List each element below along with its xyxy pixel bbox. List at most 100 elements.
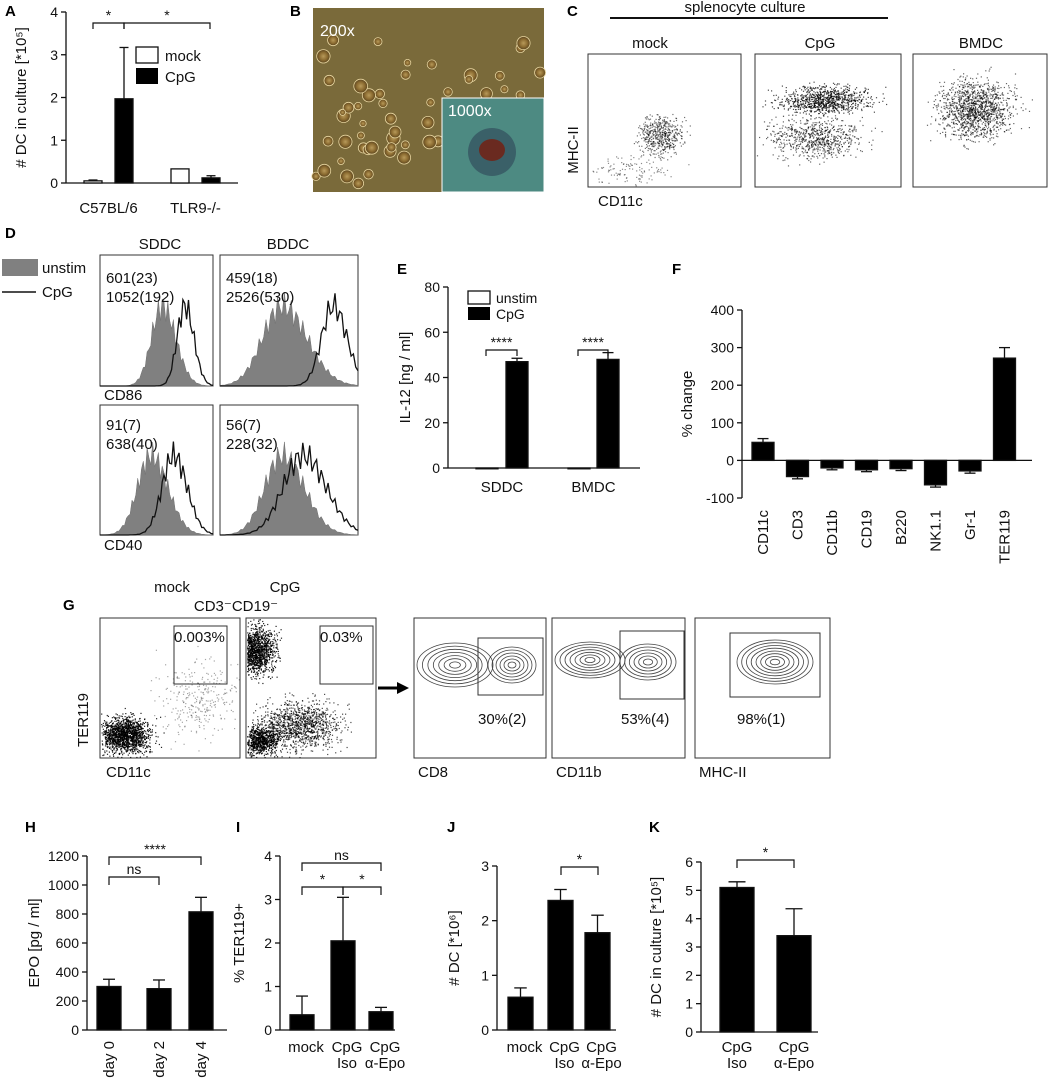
event-dot — [136, 741, 138, 743]
event-dot — [944, 128, 946, 130]
event-dot — [796, 144, 798, 146]
event-dot — [613, 174, 615, 176]
event-dot — [126, 728, 128, 730]
event-dot — [790, 135, 792, 137]
event-dot — [1020, 96, 1022, 98]
event-dot — [126, 741, 128, 743]
event-dot — [116, 717, 118, 719]
event-dot — [944, 133, 947, 136]
event-dot — [137, 732, 139, 734]
event-dot — [963, 94, 965, 96]
event-dot — [784, 145, 786, 147]
event-dot — [967, 97, 969, 99]
event-dot — [656, 167, 658, 169]
event-dot — [968, 116, 970, 118]
event-dot — [629, 168, 631, 170]
event-dot — [660, 128, 662, 130]
event-dot — [857, 96, 859, 98]
event-dot — [675, 131, 677, 133]
event-dot — [987, 124, 989, 126]
event-dot — [149, 752, 151, 754]
event-dot — [981, 133, 983, 135]
event-dot — [667, 134, 669, 136]
event-dot — [954, 130, 956, 132]
event-dot — [992, 108, 994, 110]
event-dot — [114, 724, 116, 726]
histogram-unstim — [219, 441, 359, 536]
event-dot — [650, 125, 652, 127]
event-dot — [826, 91, 828, 93]
event-dot — [814, 100, 817, 102]
event-dot — [847, 83, 849, 85]
event-dot — [647, 133, 649, 135]
event-dot — [638, 145, 640, 147]
event-dot — [124, 734, 126, 736]
event-dot — [663, 134, 665, 136]
event-dot — [820, 117, 822, 119]
event-dot — [140, 728, 142, 730]
event-dot — [655, 138, 657, 140]
event-dot — [659, 117, 661, 119]
event-dot — [826, 93, 828, 95]
event-dot — [655, 134, 658, 136]
event-dot — [849, 131, 851, 133]
event-dot — [134, 734, 136, 736]
event-dot — [980, 96, 982, 98]
event-dot — [958, 134, 960, 136]
event-dot — [136, 747, 138, 749]
event-dot — [812, 122, 814, 124]
event-dot — [999, 94, 1001, 96]
event-dot — [133, 747, 136, 749]
event-dot — [972, 78, 974, 80]
event-dot — [139, 730, 141, 732]
event-dot — [980, 129, 982, 131]
event-dot — [787, 165, 790, 167]
event-dot — [850, 97, 852, 99]
panel-d: unstim CpG SDDC BDDC 601(23) 1052(192) 4… — [2, 236, 359, 554]
event-dot — [136, 721, 138, 723]
event-dot — [840, 132, 842, 134]
event-dot — [112, 741, 114, 743]
event-dot — [849, 145, 851, 147]
panel-letter-k: K — [649, 819, 660, 836]
event-dot — [615, 172, 617, 174]
event-dot — [814, 124, 817, 126]
event-dot — [872, 103, 874, 106]
event-dot — [1001, 94, 1003, 96]
event-dot — [809, 137, 811, 139]
event-dot — [126, 719, 128, 721]
event-dot — [961, 119, 963, 121]
event-dot — [126, 737, 128, 739]
event-dot — [796, 111, 798, 113]
event-dot — [994, 105, 996, 107]
event-dot — [781, 101, 783, 103]
event-dot — [651, 139, 653, 141]
event-dot — [791, 134, 793, 136]
event-dot — [943, 107, 945, 109]
event-dot — [976, 100, 979, 102]
event-dot — [968, 128, 970, 130]
event-dot — [1016, 113, 1018, 115]
event-dot — [827, 100, 829, 102]
event-dot — [950, 89, 952, 91]
event-dot — [123, 752, 125, 754]
event-dot — [832, 149, 834, 151]
event-dot — [799, 126, 801, 128]
event-dot — [820, 98, 822, 101]
event-dot — [788, 103, 790, 105]
event-dot — [845, 102, 847, 104]
event-dot — [996, 87, 999, 89]
event-dot — [801, 94, 803, 96]
event-dot — [799, 103, 801, 105]
event-dot — [126, 745, 128, 747]
event-dot — [834, 115, 837, 117]
event-dot — [953, 95, 955, 97]
event-dot — [830, 144, 832, 146]
event-dot — [947, 105, 949, 107]
event-dot — [113, 739, 115, 741]
event-dot — [986, 77, 988, 79]
event-dot — [841, 105, 843, 107]
event-dot — [821, 147, 823, 149]
event-dot — [630, 164, 633, 166]
event-dot — [961, 94, 963, 96]
